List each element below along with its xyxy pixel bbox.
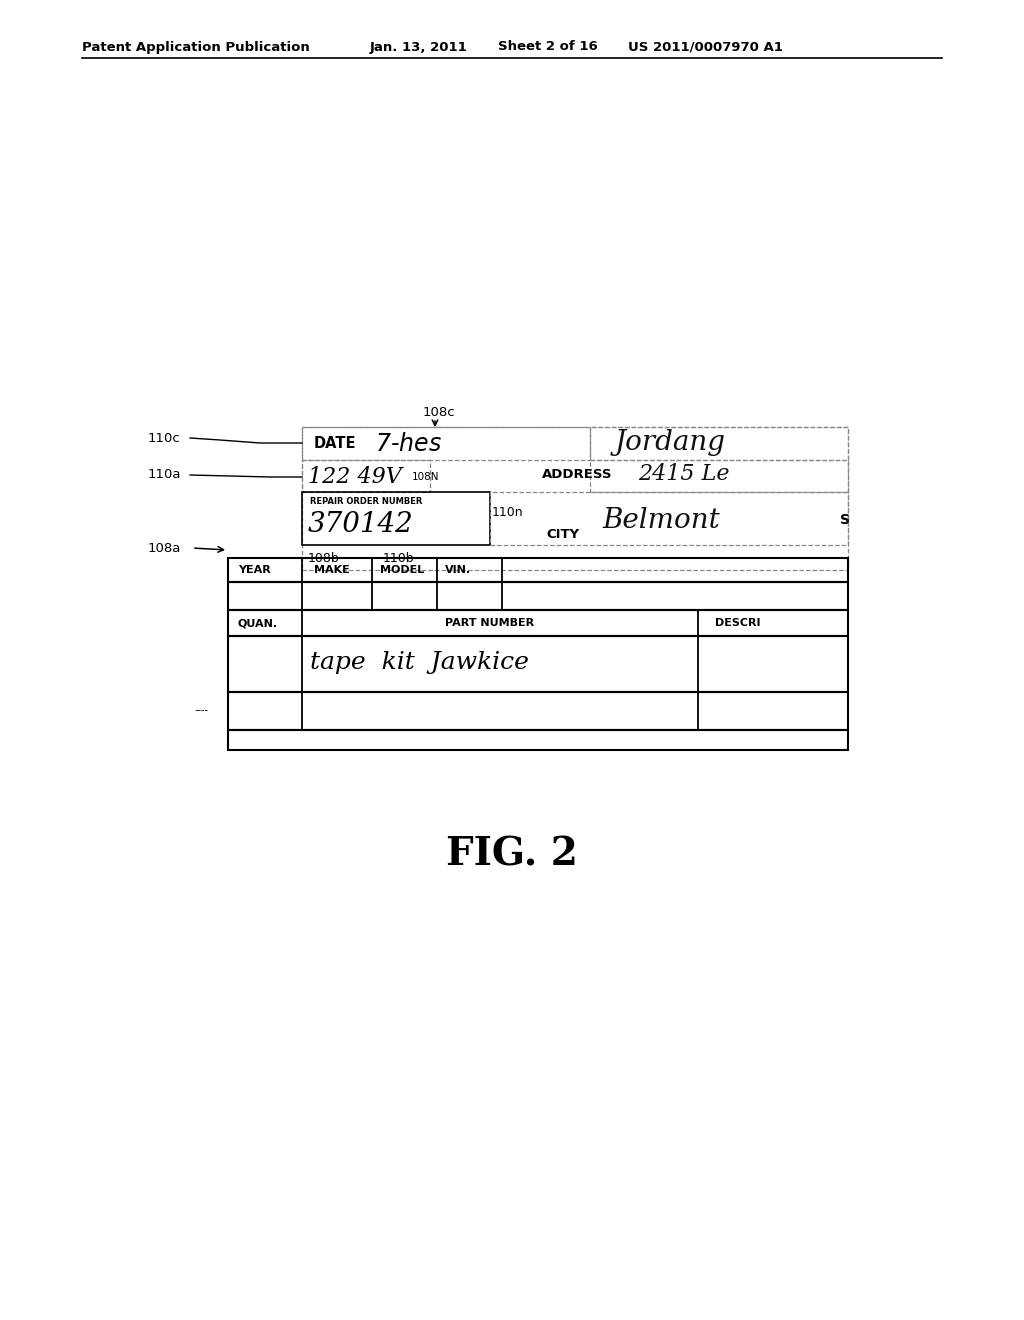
Text: DATE: DATE — [314, 436, 356, 450]
Text: ----: ---- — [195, 705, 209, 715]
Bar — [302, 426, 590, 459]
Text: 110a: 110a — [148, 469, 181, 482]
Text: 108a: 108a — [148, 541, 181, 554]
Text: Sheet 2 of 16: Sheet 2 of 16 — [498, 41, 598, 54]
Text: US 2011/0007970 A1: US 2011/0007970 A1 — [628, 41, 783, 54]
Text: 110b: 110b — [383, 552, 415, 565]
Text: CITY: CITY — [546, 528, 580, 541]
Text: 108b: 108b — [308, 552, 340, 565]
Text: 110n: 110n — [492, 506, 523, 519]
Text: FIG. 2: FIG. 2 — [446, 836, 578, 874]
Bar — [228, 692, 848, 730]
Text: QUAN.: QUAN. — [237, 618, 278, 628]
Bar — [228, 558, 848, 582]
Text: 370142: 370142 — [308, 511, 414, 539]
Text: 2415 Le: 2415 Le — [638, 463, 729, 484]
Bar — [302, 459, 430, 492]
Text: S: S — [840, 513, 850, 527]
Bar — [228, 610, 848, 636]
Text: ADDRESS: ADDRESS — [542, 467, 612, 480]
Text: Jan. 13, 2011: Jan. 13, 2011 — [370, 41, 468, 54]
Text: MODEL: MODEL — [380, 565, 424, 576]
Text: DESCRI: DESCRI — [715, 618, 761, 628]
Text: REPAIR ORDER NUMBER: REPAIR ORDER NUMBER — [310, 498, 422, 507]
Text: 108N: 108N — [412, 473, 439, 482]
Text: Patent Application Publication: Patent Application Publication — [82, 41, 309, 54]
Text: 122 49V: 122 49V — [308, 466, 401, 488]
Text: Belmont: Belmont — [602, 507, 720, 533]
Text: YEAR: YEAR — [238, 565, 270, 576]
Text: tape  kit  Jawkice: tape kit Jawkice — [310, 651, 528, 673]
Text: 7-$\it{hes}$: 7-$\it{hes}$ — [375, 432, 442, 455]
Bar — [228, 582, 848, 610]
Bar — [590, 426, 848, 459]
Bar — [228, 636, 848, 692]
Bar — [228, 730, 848, 750]
Text: PART NUMBER: PART NUMBER — [445, 618, 535, 628]
Text: VIN.: VIN. — [445, 565, 471, 576]
Text: Jordang: Jordang — [615, 429, 726, 455]
Text: 108c: 108c — [423, 407, 456, 420]
Bar — [302, 492, 490, 545]
Bar — [302, 426, 848, 570]
Bar — [490, 492, 848, 545]
Bar — [590, 459, 848, 492]
Text: MAKE: MAKE — [314, 565, 350, 576]
Text: 110c: 110c — [148, 432, 181, 445]
